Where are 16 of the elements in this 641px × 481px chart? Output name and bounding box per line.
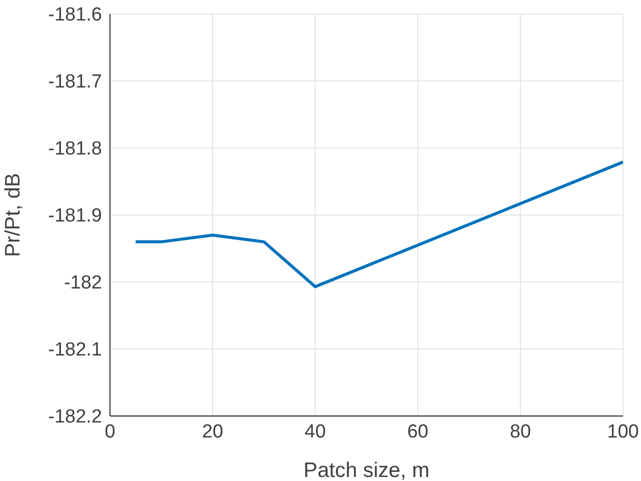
x-tick-label: 60 [407, 421, 428, 442]
line-series [134, 160, 623, 288]
y-tick-label: -181.8 [48, 138, 102, 160]
x-tick-label: 20 [202, 421, 224, 442]
x-axis-title: Patch size, m [303, 459, 430, 481]
x-tick-label: 40 [304, 421, 326, 442]
y-tick-label: -181.7 [48, 72, 102, 93]
y-tick-label: -182.2 [48, 406, 102, 428]
y-tick-label: -182 [64, 272, 102, 294]
y-tick-label: -181.6 [48, 4, 102, 26]
x-tick-label: 0 [104, 421, 116, 442]
y-tick-label: -182.1 [48, 340, 102, 361]
y-axis-title: Pr/Pt, dB [1, 172, 24, 258]
x-tick-label: 80 [510, 421, 531, 442]
x-tick-label: 100 [607, 421, 639, 442]
y-tick-label: -181.9 [48, 206, 102, 227]
